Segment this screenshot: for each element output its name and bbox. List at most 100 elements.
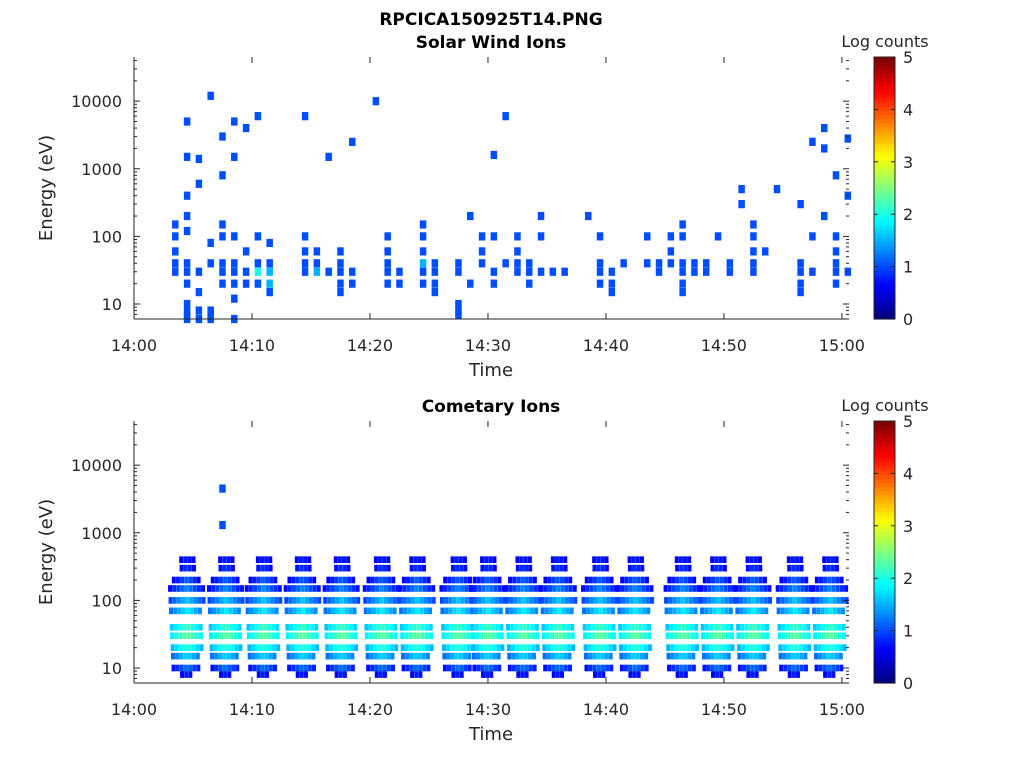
data-cell [746,576,751,584]
data-cell [807,644,812,651]
data-cell [495,623,500,631]
data-cell [219,576,224,584]
colorbar-segment [874,102,895,107]
colorbar-segment [874,192,895,197]
data-cell [196,585,201,592]
data-cell [635,556,640,564]
data-cell [511,664,516,672]
data-cell [723,585,728,592]
data-cell [773,185,781,194]
data-cell [458,632,463,640]
data-cell [445,632,450,640]
data-cell [187,644,192,651]
x-tick-label: 14:00 [111,700,157,719]
data-cell [301,232,309,241]
data-cell [787,671,792,678]
data-cell [462,644,467,651]
data-cell [821,644,826,651]
data-cell [231,267,238,276]
data-cell [573,597,578,604]
data-cell [603,632,608,640]
data-cell [671,585,676,592]
colorbar-segment [874,200,895,205]
data-cell [777,623,782,631]
data-cell [425,652,430,660]
data-cell [747,597,752,604]
data-cell [836,597,841,604]
data-cell [780,607,785,615]
data-cell [353,632,358,640]
data-cell [398,597,403,604]
data-cell [450,564,455,572]
data-cell [640,664,645,672]
data-cell [317,597,322,604]
data-cell [418,664,423,672]
data-cell [291,576,296,584]
data-cell [242,247,250,256]
data-cell [306,632,311,640]
data-cell [508,597,513,604]
data-cell [639,644,644,651]
data-cell [514,623,519,631]
data-cell [299,576,304,584]
data-cell [184,585,189,592]
data-cell [698,585,703,592]
data-cell [174,632,179,640]
data-cell [799,556,804,564]
data-cell [678,652,683,660]
data-cell [169,607,174,615]
data-cell [409,652,414,660]
colorbar-segment [874,114,895,120]
colorbar-segment [874,457,895,463]
data-cell [493,664,498,672]
data-cell [638,623,643,631]
data-cell [197,607,202,615]
colorbar-segment [874,81,895,87]
data-cell [592,564,597,572]
data-cell [292,607,297,615]
data-cell [602,607,607,615]
data-cell [795,671,800,678]
data-cell [226,652,231,660]
data-cell [337,247,344,256]
data-cell [606,597,611,604]
colorbar-segment [874,122,895,128]
data-cell [378,671,383,678]
data-cell [679,267,686,276]
data-cell [608,652,613,660]
data-cell [188,664,193,672]
data-cell [219,671,224,678]
y-axis-label: Energy (eV) [36,499,57,605]
data-cell [473,597,478,604]
data-cell [747,607,752,615]
data-cell [382,652,387,660]
data-cell [779,585,784,592]
data-cell [219,484,226,493]
data-cell [723,664,728,672]
data-cell [297,607,302,615]
data-cell [303,564,308,572]
data-cell [514,267,521,276]
data-cell [419,232,427,241]
data-cell [692,585,697,592]
data-cell [185,597,190,604]
data-cell [707,597,712,604]
data-cell [349,267,356,276]
data-cell [543,585,548,592]
data-cell [209,652,214,660]
data-cell [258,607,263,615]
data-cell [523,644,528,651]
data-cell [745,644,750,651]
data-cell [287,576,292,584]
data-cell [509,607,514,615]
data-cell [485,585,490,592]
data-cell [178,632,183,640]
data-cell [219,232,226,241]
data-cell [298,644,303,651]
data-cell [697,597,702,604]
data-cell [718,664,723,672]
data-cell [363,597,368,604]
data-cell [264,564,269,572]
data-cell [743,607,748,615]
data-cell [683,671,688,678]
